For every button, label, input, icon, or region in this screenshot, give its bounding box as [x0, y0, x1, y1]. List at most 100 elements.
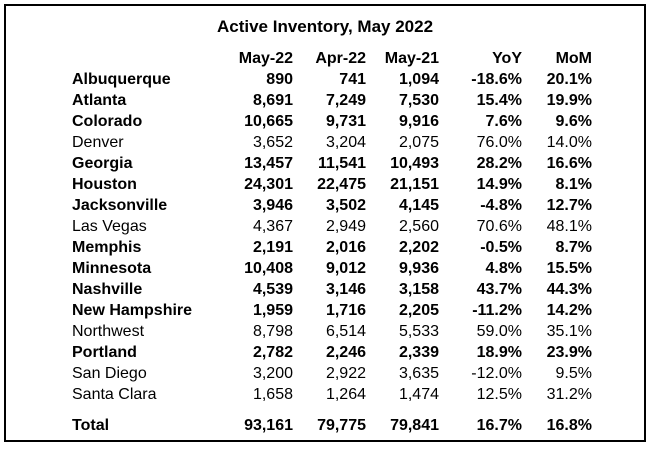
- header-may21: May-21: [384, 50, 439, 67]
- cell-yoy: 4.8%: [485, 260, 522, 277]
- cell-yoy: 28.2%: [476, 155, 522, 172]
- cell-apr22: 3,502: [325, 197, 366, 214]
- table-row: Minnesota 10,408 9,012 9,936 4.8% 15.5%: [72, 258, 592, 279]
- table-row: Georgia 13,457 11,541 10,493 28.2% 16.6%: [72, 153, 592, 174]
- cell-may22: 8,798: [252, 323, 293, 340]
- table-row: Denver 3,652 3,204 2,075 76.0% 14.0%: [72, 132, 592, 153]
- cell-city: Jacksonville: [72, 197, 168, 214]
- total-row: Total 93,161 79,775 79,841 16.7% 16.8%: [72, 415, 592, 436]
- cell-may21: 2,339: [398, 344, 439, 361]
- cell-may22: 24,301: [244, 176, 293, 193]
- cell-city: Santa Clara: [72, 386, 157, 403]
- cell-city: Las Vegas: [72, 218, 147, 235]
- cell-may21: 2,075: [398, 134, 439, 151]
- cell-may21: 2,202: [398, 239, 439, 256]
- cell-mom: 35.1%: [546, 323, 592, 340]
- cell-may21: 7,530: [398, 92, 439, 109]
- cell-may22: 3,946: [252, 197, 293, 214]
- cell-apr22: 6,514: [325, 323, 366, 340]
- cell-city: Northwest: [72, 323, 145, 340]
- cell-may22: 2,782: [252, 344, 293, 361]
- header-city: [72, 48, 220, 69]
- cell-yoy: 76.0%: [476, 134, 522, 151]
- cell-city: Albuquerque: [72, 71, 171, 88]
- cell-apr22: 7,249: [325, 92, 366, 109]
- table-row: Portland 2,782 2,246 2,339 18.9% 23.9%: [72, 342, 592, 363]
- cell-may21: 10,493: [390, 155, 439, 172]
- cell-may22: 2,191: [252, 239, 293, 256]
- cell-city: Minnesota: [72, 260, 152, 277]
- table-row: Santa Clara 1,658 1,264 1,474 12.5% 31.2…: [72, 384, 592, 405]
- cell-may21: 2,560: [398, 218, 439, 235]
- table-row: New Hampshire 1,959 1,716 2,205 -11.2% 1…: [72, 300, 592, 321]
- cell-apr22: 11,541: [317, 155, 366, 172]
- cell-apr22: 2,016: [325, 239, 366, 256]
- cell-city: Nashville: [72, 281, 143, 298]
- cell-mom: 14.2%: [546, 302, 592, 319]
- inventory-table: May-22 Apr-22 May-21 YoY MoM Albuquerque…: [72, 48, 592, 436]
- table-row: Jacksonville 3,946 3,502 4,145 -4.8% 12.…: [72, 195, 592, 216]
- cell-yoy: 70.6%: [476, 218, 522, 235]
- cell-apr22: 741: [339, 71, 366, 88]
- cell-city: San Diego: [72, 365, 147, 382]
- spacer-row: [72, 405, 592, 415]
- cell-yoy: 59.0%: [476, 323, 522, 340]
- spacer-cell: [72, 405, 592, 415]
- cell-mom: 23.9%: [546, 344, 592, 361]
- cell-mom: 14.0%: [546, 134, 592, 151]
- cell-apr22: 2,949: [325, 218, 366, 235]
- cell-yoy: 15.4%: [476, 92, 522, 109]
- cell-yoy: -4.8%: [480, 197, 522, 214]
- cell-may22: 10,665: [244, 113, 293, 130]
- cell-may21: 3,158: [398, 281, 439, 298]
- table-row: Albuquerque 890 741 1,094 -18.6% 20.1%: [72, 69, 592, 90]
- cell-may22: 10,408: [244, 260, 293, 277]
- cell-may21: 21,151: [390, 176, 439, 193]
- cell-may21: 1,094: [398, 71, 439, 88]
- header-may22: May-22: [238, 50, 293, 67]
- cell-mom: 15.5%: [546, 260, 592, 277]
- header-mom: MoM: [555, 50, 592, 67]
- cell-may21: 9,916: [398, 113, 439, 130]
- cell-yoy: 12.5%: [476, 386, 522, 403]
- cell-may21: 3,635: [398, 365, 439, 382]
- cell-apr22: 9,731: [325, 113, 366, 130]
- cell-yoy: 14.9%: [476, 176, 522, 193]
- cell-mom: 16.6%: [546, 155, 592, 172]
- cell-may21: 4,145: [398, 197, 439, 214]
- total-may22: 93,161: [244, 417, 293, 434]
- total-yoy: 16.7%: [476, 417, 522, 434]
- total-mom: 16.8%: [546, 417, 592, 434]
- cell-may22: 13,457: [244, 155, 293, 172]
- cell-apr22: 22,475: [317, 176, 366, 193]
- cell-yoy: -0.5%: [480, 239, 522, 256]
- table-row: Nashville 4,539 3,146 3,158 43.7% 44.3%: [72, 279, 592, 300]
- cell-mom: 31.2%: [546, 386, 592, 403]
- cell-may21: 1,474: [398, 386, 439, 403]
- table-row: Memphis 2,191 2,016 2,202 -0.5% 8.7%: [72, 237, 592, 258]
- total-may21: 79,841: [390, 417, 439, 434]
- table-row: Northwest 8,798 6,514 5,533 59.0% 35.1%: [72, 321, 592, 342]
- cell-may21: 9,936: [398, 260, 439, 277]
- cell-may22: 4,367: [252, 218, 293, 235]
- cell-city: Colorado: [72, 113, 143, 130]
- table-title: Active Inventory, May 2022: [216, 17, 434, 36]
- cell-mom: 19.9%: [546, 92, 592, 109]
- table-row: Colorado 10,665 9,731 9,916 7.6% 9.6%: [72, 111, 592, 132]
- cell-may22: 1,959: [252, 302, 293, 319]
- cell-mom: 9.5%: [555, 365, 592, 382]
- cell-mom: 8.1%: [555, 176, 592, 193]
- cell-mom: 48.1%: [546, 218, 592, 235]
- cell-may22: 3,200: [252, 365, 293, 382]
- cell-apr22: 2,922: [325, 365, 366, 382]
- cell-city: Portland: [72, 344, 137, 361]
- cell-yoy: -18.6%: [471, 71, 522, 88]
- cell-yoy: -11.2%: [472, 302, 522, 319]
- table-row: San Diego 3,200 2,922 3,635 -12.0% 9.5%: [72, 363, 592, 384]
- cell-apr22: 9,012: [325, 260, 366, 277]
- cell-may21: 5,533: [398, 323, 439, 340]
- header-row: May-22 Apr-22 May-21 YoY MoM: [72, 48, 592, 69]
- cell-may22: 4,539: [252, 281, 293, 298]
- cell-yoy: 43.7%: [476, 281, 522, 298]
- cell-apr22: 1,264: [325, 386, 366, 403]
